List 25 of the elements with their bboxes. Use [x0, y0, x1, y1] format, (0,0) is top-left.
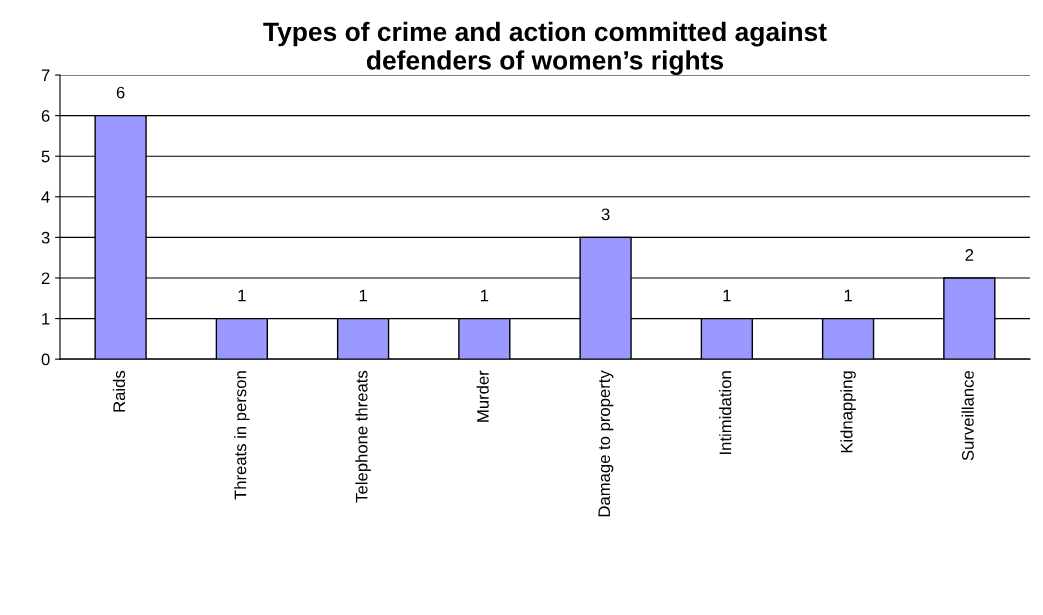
y-tick-label: 3 — [41, 231, 50, 244]
data-label: 1 — [844, 289, 852, 302]
data-label: 1 — [480, 289, 489, 302]
x-tick-label: Telephone threats — [355, 370, 371, 503]
x-tick-label: Murder — [476, 370, 489, 422]
data-label: 1 — [238, 289, 246, 302]
y-tick-label: 7 — [41, 69, 50, 82]
x-tick-label: Surveillance — [961, 371, 974, 461]
y-tick-label: 4 — [41, 191, 50, 203]
y-tick-label: 2 — [41, 272, 50, 285]
data-label: 1 — [359, 289, 367, 302]
x-tick-label: Raids — [112, 370, 126, 412]
y-tick-label: 1 — [42, 313, 50, 325]
x-tick-label: Intimidation — [719, 371, 732, 454]
data-label: 1 — [723, 289, 731, 302]
data-label: 3 — [601, 208, 610, 221]
y-tick-label: 0 — [41, 353, 50, 366]
data-label: 2 — [965, 248, 974, 261]
y-tick-label: 5 — [41, 150, 50, 163]
chart-title: Types of crime and action committed against defenders of women’s rights — [263, 21, 827, 76]
data-label: 6 — [116, 86, 125, 99]
x-tick-label: Threats in person — [234, 371, 250, 500]
y-tick-label: 6 — [41, 110, 50, 122]
x-tick-label: Damage to property — [598, 370, 614, 517]
x-tick-label: Kidnapping — [840, 371, 856, 453]
